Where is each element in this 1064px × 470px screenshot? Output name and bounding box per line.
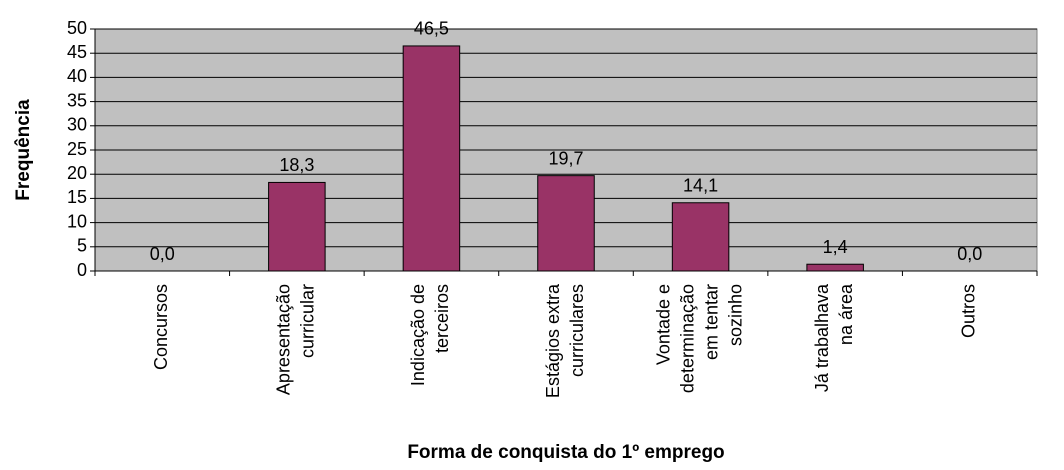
value-label: 46,5	[414, 19, 449, 39]
value-label: 0,0	[957, 244, 982, 264]
x-tick-label: terceiros	[432, 284, 452, 353]
x-axis-title: Forma de conquista do 1º emprego	[407, 442, 724, 463]
value-label: 19,7	[548, 148, 583, 168]
x-tick-label: na área	[836, 283, 856, 345]
x-tick-label: Estágios extra	[543, 283, 563, 398]
value-label: 18,3	[279, 155, 314, 175]
x-tick-label: Já trabalhava	[812, 283, 832, 392]
bar	[806, 263, 864, 272]
y-tick-label: 25	[67, 139, 87, 159]
y-tick-label: 50	[67, 18, 87, 38]
y-tick-label: 30	[67, 115, 87, 135]
value-label: 0,0	[150, 244, 175, 264]
x-tick-label: curriculares	[567, 284, 587, 377]
x-tick-label: curricular	[298, 284, 318, 358]
y-tick-label: 0	[77, 260, 87, 280]
x-tick-label: sozinho	[725, 284, 745, 346]
x-tick-label: Vontade e	[653, 284, 673, 365]
bar	[537, 175, 595, 272]
y-tick-label: 20	[67, 163, 87, 183]
y-tick-label: 10	[67, 211, 87, 231]
bar	[671, 202, 730, 272]
x-tick-label: Indicação de	[408, 284, 428, 386]
bar	[268, 181, 326, 272]
y-tick-label: 45	[67, 42, 87, 62]
value-label: 14,1	[683, 176, 718, 196]
x-tick-label: determinação	[677, 284, 697, 393]
value-label: 1,4	[823, 237, 848, 257]
y-tick-label: 5	[77, 236, 87, 256]
x-tick-label: Concursos	[151, 284, 171, 370]
x-tick-label: Apresentação	[274, 284, 294, 395]
x-tick-label: Outros	[958, 284, 978, 338]
y-axis-title: Frequência	[13, 99, 34, 201]
x-tick-label: em tentar	[701, 284, 721, 360]
y-tick-label: 35	[67, 90, 87, 110]
y-tick-label: 15	[67, 187, 87, 207]
y-tick-label: 40	[67, 66, 87, 86]
bar	[402, 45, 461, 272]
